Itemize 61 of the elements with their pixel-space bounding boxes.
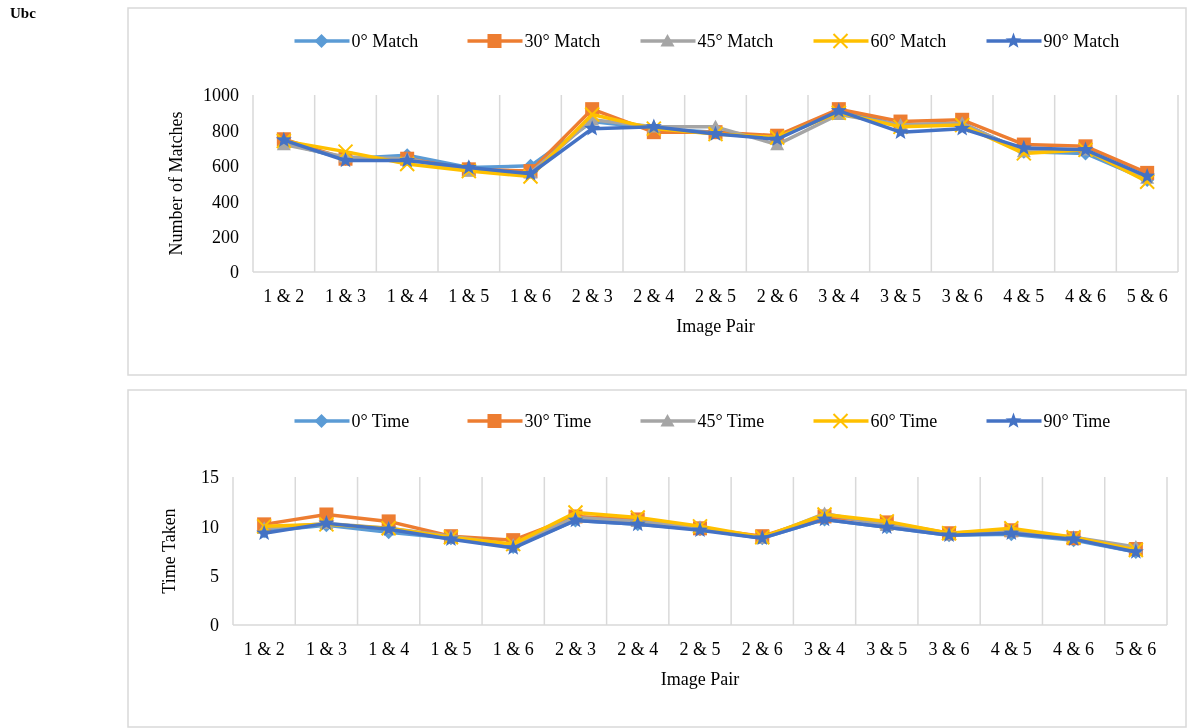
y-tick-label: 0	[230, 262, 239, 283]
point	[584, 120, 601, 136]
point	[584, 106, 601, 123]
x-tick-label: 4 & 6	[1053, 639, 1095, 659]
x-tick-label: 2 & 3	[554, 639, 596, 659]
y-tick-label: 10	[201, 516, 219, 537]
x-tick-label: 1 & 4	[368, 639, 410, 659]
x-tick-label: 2 & 6	[756, 286, 798, 306]
x-tick-label: 5 & 6	[1115, 639, 1157, 659]
legend-label: 60° Time	[870, 411, 938, 432]
legend-label: 90° Time	[1043, 411, 1111, 432]
y-tick-label: 15	[201, 467, 219, 488]
point	[399, 156, 416, 173]
x-tick-label: 3 & 6	[941, 286, 983, 306]
x-tick-label: 2 & 6	[741, 639, 783, 659]
y-axis-title: Time Taken	[159, 508, 179, 594]
x-tick-label: 4 & 5	[1003, 286, 1045, 306]
text: Ubc	[10, 5, 37, 21]
x-tick-label: 1 & 3	[324, 286, 367, 306]
point	[522, 168, 539, 185]
legend-label: 30° Time	[524, 411, 592, 432]
y-tick-label: 400	[212, 191, 239, 212]
y-tick-label: 1000	[203, 85, 239, 106]
x-tick-label: 1 & 5	[448, 286, 490, 306]
x-tick-label: 2 & 4	[633, 286, 675, 306]
x-tick-label: 5 & 6	[1126, 286, 1168, 306]
legend-label: 45° Time	[697, 411, 765, 432]
x-tick-label: 1 & 4	[386, 286, 428, 306]
x-tick-label: 1 & 6	[492, 639, 534, 659]
legend-label: 60° Match	[870, 31, 947, 52]
x-axis-title: Image Pair	[676, 316, 755, 336]
x-tick-label: 3 & 4	[804, 639, 846, 659]
x-tick-label: 3 & 4	[818, 286, 860, 306]
y-tick-label: 200	[212, 226, 239, 247]
point	[337, 143, 354, 160]
x-tick-label: 3 & 5	[879, 286, 922, 306]
y-tick-label: 5	[210, 565, 219, 586]
y-tick-label: 800	[212, 120, 239, 141]
x-axis-title: Image Pair	[660, 669, 740, 689]
y-tick-label: 600	[212, 156, 239, 177]
x-tick-label: 2 & 5	[694, 286, 737, 306]
legend-label: 0° Match	[351, 31, 419, 52]
x-tick-label: 3 & 6	[928, 639, 970, 659]
x-tick-label: 1 & 3	[305, 639, 347, 659]
x-tick-label: 4 & 5	[990, 639, 1032, 659]
x-tick-label: 3 & 5	[866, 639, 908, 659]
legend-label: 30° Match	[524, 31, 601, 52]
y-tick-label: 0	[210, 615, 219, 636]
x-tick-label: 4 & 6	[1064, 286, 1107, 306]
x-tick-label: 2 & 3	[571, 286, 613, 306]
x-tick-label: 1 & 6	[509, 286, 552, 306]
legend-label: 0° Time	[351, 411, 410, 432]
x-tick-label: 2 & 4	[617, 639, 659, 659]
x-tick-label: 2 & 5	[679, 639, 721, 659]
legend-label: 45° Match	[697, 31, 774, 52]
x-tick-label: 1 & 5	[430, 639, 472, 659]
y-axis-title: Number of Matches	[166, 111, 186, 256]
point	[567, 504, 584, 521]
x-tick-label: 1 & 2	[263, 286, 305, 306]
x-tick-label: 1 & 2	[243, 639, 285, 659]
legend-label: 90° Match	[1043, 31, 1120, 52]
